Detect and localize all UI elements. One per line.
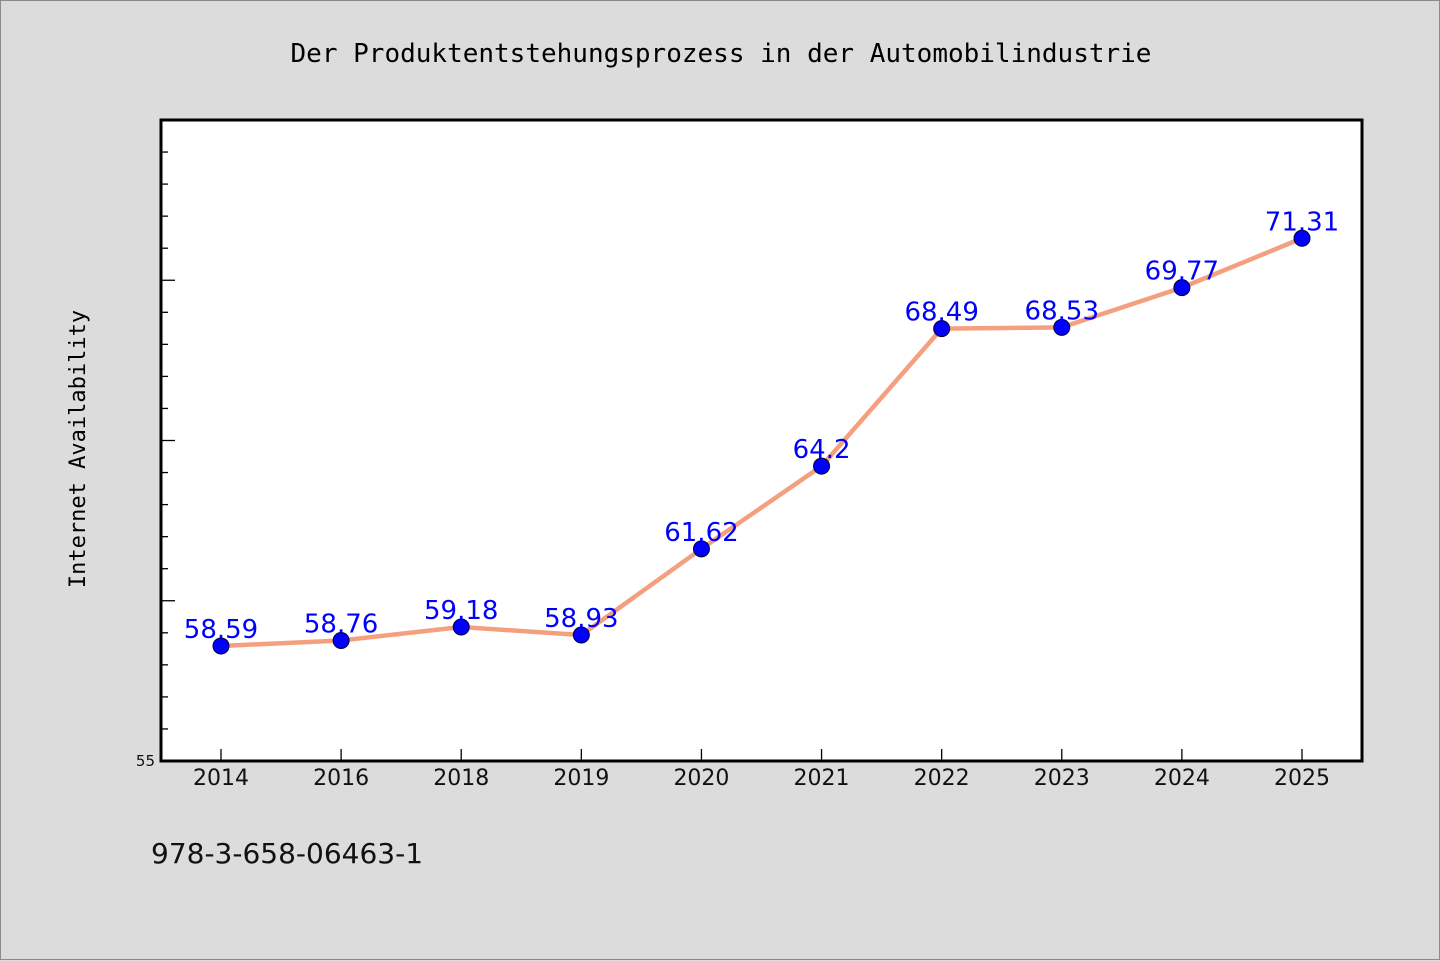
data-point [572,626,590,644]
data-label: 58.76 [304,609,378,639]
data-point [1053,318,1071,336]
data-label: 69.77 [1145,257,1219,287]
data-label: 68.53 [1025,296,1099,326]
data-label: 71.31 [1265,207,1339,237]
y-axis-label: Internet Availability [66,310,91,588]
x-tick-label: 2023 [1034,766,1090,791]
x-tick-label: 2016 [313,766,369,791]
series-layer [212,229,1311,655]
x-tick-label: 2022 [914,766,970,791]
x-tick-label: 2025 [1274,766,1330,791]
data-point [813,457,831,475]
chart-title: Der Produktentstehungsprozess in der Aut… [291,39,1152,69]
y-tick-label: 55 [136,752,155,770]
data-point [212,637,230,655]
data-point [452,618,470,636]
data-label: 59.18 [424,596,498,626]
data-point [332,631,350,649]
data-point [1173,279,1191,297]
series-line [218,236,1305,649]
data-point [933,320,951,338]
x-axis-ticks: 2014 2016 2018 2019 2020 2021 2022 2023 2024 2025 [193,749,1330,791]
data-label: 64.2 [793,435,851,465]
data-labels: 58.59 58.76 59.18 58.93 61.62 64.2 68.49 68.53 6… [184,207,1339,645]
x-tick-label: 2014 [193,766,249,791]
y-axis-ticks: 55 [136,119,175,770]
x-tick-label: 2019 [553,766,609,791]
x-tick-label: 2020 [673,766,729,791]
footnote-isbn: 978-3-658-06463-1 [151,837,423,870]
data-label: 58.59 [184,615,258,645]
data-label: 61.62 [664,518,738,548]
plot-area [159,118,1364,763]
data-label: 68.49 [904,298,978,328]
data-point [1293,229,1311,247]
data-point [692,540,710,558]
x-tick-label: 2018 [433,766,489,791]
x-tick-label: 2021 [794,766,850,791]
x-tick-label: 2024 [1154,766,1210,791]
data-label: 58.93 [544,604,618,634]
